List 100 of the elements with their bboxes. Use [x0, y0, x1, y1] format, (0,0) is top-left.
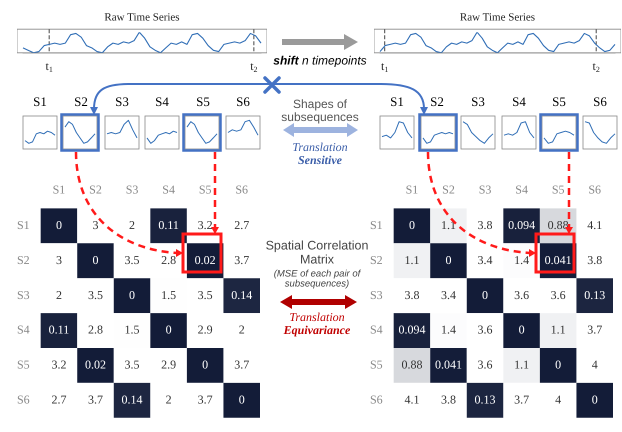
text: S6	[593, 94, 607, 110]
y-tick-label: S2	[16, 252, 30, 267]
data-label: 3.4	[478, 252, 493, 267]
x-tick-label: S2	[89, 182, 102, 196]
x-tick-label: S6	[588, 182, 602, 196]
y-tick-label: S6	[16, 392, 30, 407]
data-label: 4.1	[587, 218, 602, 232]
text: S1	[33, 94, 47, 110]
data-label: 1.4	[441, 322, 456, 337]
data-label: 0.13	[474, 392, 496, 407]
data-label: 3.7	[587, 322, 602, 337]
text: S6	[236, 94, 250, 110]
data-label: 0.094	[508, 218, 536, 232]
text: S3	[115, 94, 129, 110]
data-label: 0	[92, 252, 99, 267]
text: S5	[196, 94, 210, 110]
data-label: 0.02	[194, 252, 216, 267]
data-label: 3.5	[198, 288, 213, 302]
data-label: 1.5	[161, 288, 176, 302]
text: S2	[430, 94, 444, 110]
data-label: 3.6	[550, 288, 566, 302]
y-tick-label: S3	[370, 288, 383, 302]
data-label: 0.11	[48, 322, 70, 337]
data-label: 3	[56, 252, 62, 267]
data-label: 0	[446, 252, 452, 267]
data-label: 3.2	[198, 218, 213, 232]
y-tick-label: S5	[370, 358, 383, 372]
data-label: 3.8	[441, 392, 456, 407]
data-label: 0	[56, 218, 62, 232]
data-label: 3.7	[234, 358, 250, 372]
data-label: 1.1	[514, 358, 530, 372]
data-label: 1.5	[124, 322, 140, 337]
x-tick-label: S4	[162, 182, 175, 196]
data-label: 3.8	[404, 288, 420, 302]
data-label: 4	[555, 392, 562, 407]
data-label: 2	[56, 288, 62, 302]
data-label: 2.7	[234, 218, 250, 232]
y-tick-label: S4	[370, 322, 383, 337]
y-tick-label: S6	[370, 392, 383, 407]
data-label: 3.6	[478, 358, 493, 372]
x-tick-label: S5	[198, 182, 212, 196]
data-label: 0.02	[85, 358, 106, 372]
data-label: 1.4	[514, 252, 530, 267]
data-label: 1.1	[441, 218, 456, 232]
data-label: 1.1	[550, 322, 566, 337]
chart-title: Raw Time Series	[104, 11, 180, 24]
data-label: 0.88	[548, 218, 569, 232]
data-label: 0	[555, 358, 562, 372]
data-label: 0.88	[401, 358, 422, 372]
y-tick-label: S2	[370, 252, 383, 267]
data-label: 2	[166, 392, 172, 407]
data-label: 2.9	[198, 322, 213, 337]
data-label: 2.8	[161, 252, 176, 267]
data-label: 0	[408, 218, 415, 232]
data-label: 3	[92, 218, 99, 232]
x-tick-label: S4	[515, 182, 528, 196]
data-label: 2.7	[51, 392, 66, 407]
data-label: 3.5	[88, 288, 104, 302]
data-label: 2	[129, 218, 136, 232]
text: S3	[471, 94, 485, 110]
text: shift n timepoints	[273, 53, 367, 68]
text: (MSE of each pair of subsequences)	[274, 268, 360, 290]
data-label: 3.2	[51, 358, 66, 372]
text: Shapes of subsequences	[280, 96, 360, 124]
data-label: 4.1	[404, 392, 420, 407]
data-label: 3.8	[587, 252, 602, 267]
y-tick-label: S4	[16, 322, 30, 337]
x-tick-label: S6	[235, 182, 248, 196]
data-label: 3.7	[88, 392, 104, 407]
data-label: 0.041	[435, 358, 462, 372]
data-label: 0.14	[122, 392, 143, 407]
data-label: 0	[166, 322, 172, 337]
text: Spatial Correlation Matrix	[266, 238, 368, 266]
data-label: 3.5	[124, 358, 140, 372]
text: S4	[155, 94, 169, 110]
data-label: 3.5	[124, 252, 140, 267]
data-label: 1.1	[404, 252, 420, 267]
data-label: 3.6	[514, 288, 530, 302]
text: Translation Equivariance	[284, 310, 350, 338]
chart-title: Raw Time Series	[460, 11, 536, 24]
text: S2	[74, 94, 88, 110]
data-label: 2.9	[161, 358, 176, 372]
data-label: 0	[518, 322, 525, 337]
text: S1	[390, 94, 404, 110]
data-label: 2.8	[88, 322, 104, 337]
text: Translation Sensitive	[292, 140, 348, 168]
data-label: 3.4	[441, 288, 456, 302]
x-tick-label: S2	[442, 182, 455, 196]
data-label: 3.6	[478, 322, 493, 337]
y-tick-label: S3	[16, 288, 30, 302]
data-label: 4	[592, 358, 598, 372]
text: S4	[512, 94, 526, 110]
data-label: 0	[482, 288, 488, 302]
text: S5	[552, 94, 566, 110]
y-tick-label: S1	[16, 218, 30, 232]
data-label: 0.13	[584, 288, 606, 302]
x-tick-label: S1	[406, 182, 418, 196]
data-label: 0.11	[158, 218, 179, 232]
data-label: 2	[238, 322, 245, 337]
y-tick-label: S1	[370, 218, 383, 232]
